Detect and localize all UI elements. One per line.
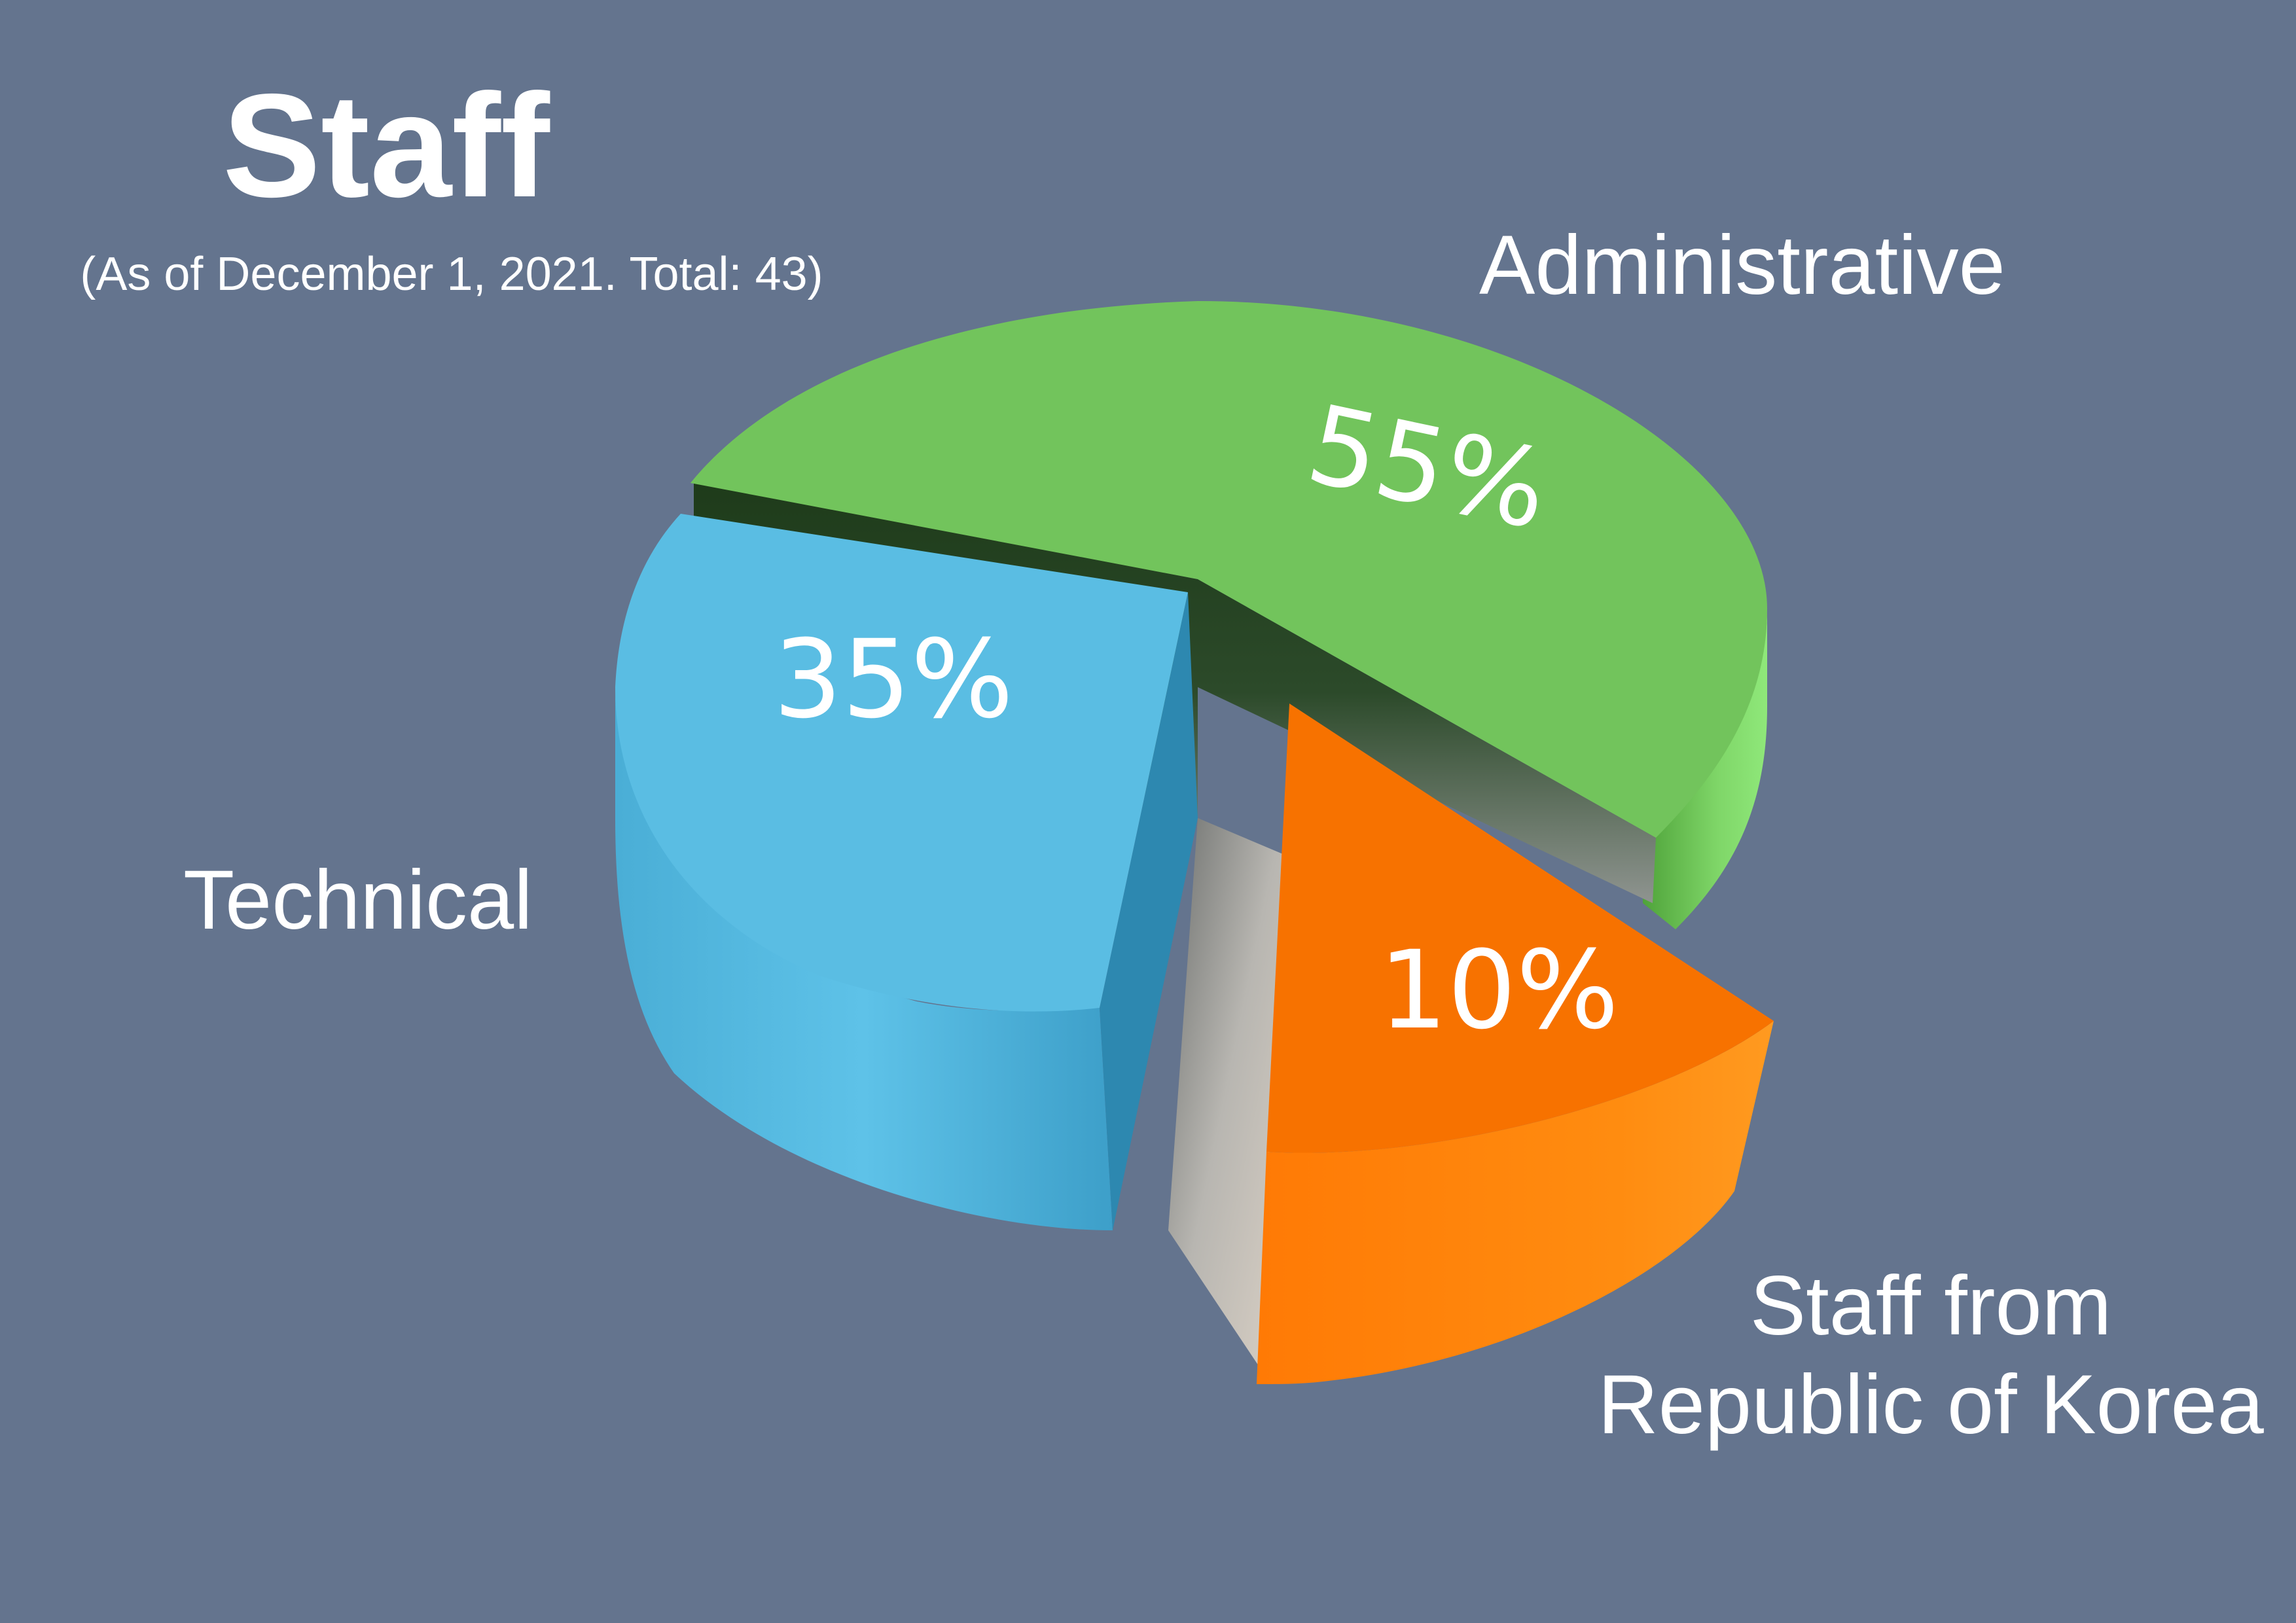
- category-label-korea-line-2: Republic of Korea: [1598, 1358, 2264, 1452]
- category-label-technical: Technical: [183, 853, 533, 947]
- chart-title: Staff: [223, 63, 550, 228]
- category-label-administrative: Administrative: [1479, 219, 2005, 312]
- slice-administrative-top: [691, 301, 1767, 838]
- chart-subtitle: (As of December 1, 2021. Total: 43): [80, 248, 823, 300]
- category-label-korea: Staff from Republic of Korea: [1577, 1257, 2284, 1454]
- category-label-korea-line-1: Staff from: [1749, 1259, 2112, 1353]
- pct-label-korea: 10%: [1379, 927, 1619, 1053]
- slice-technical-cut-face: [1100, 592, 1198, 1230]
- slice-technical-top: [615, 514, 1188, 1012]
- slice-korea-side: [1257, 1021, 1774, 1384]
- slice-divider-face: [1168, 818, 1283, 1368]
- slice-korea-top: [1266, 704, 1774, 1153]
- slice-technical-side: [615, 687, 1113, 1230]
- slice-technical: [615, 514, 1198, 1230]
- pct-label-technical: 35%: [774, 616, 1014, 742]
- slice-korea: [1257, 704, 1774, 1384]
